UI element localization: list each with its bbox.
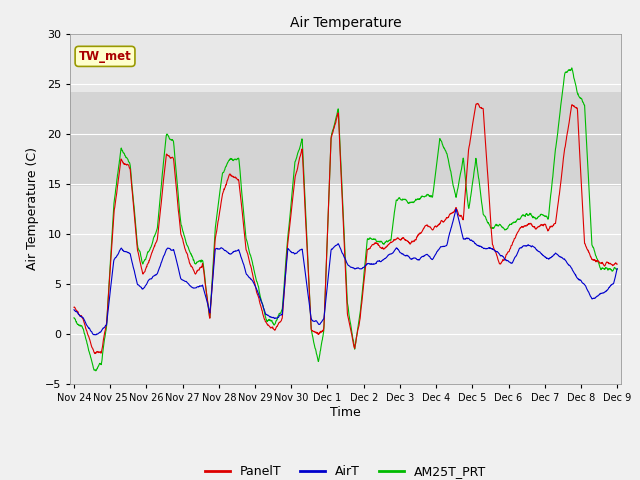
Title: Air Temperature: Air Temperature bbox=[290, 16, 401, 30]
Bar bbox=[70, 92, 621, 186]
Text: TW_met: TW_met bbox=[79, 50, 131, 63]
Y-axis label: Air Temperature (C): Air Temperature (C) bbox=[26, 147, 40, 270]
X-axis label: Time: Time bbox=[330, 406, 361, 419]
Legend: PanelT, AirT, AM25T_PRT: PanelT, AirT, AM25T_PRT bbox=[200, 460, 492, 480]
